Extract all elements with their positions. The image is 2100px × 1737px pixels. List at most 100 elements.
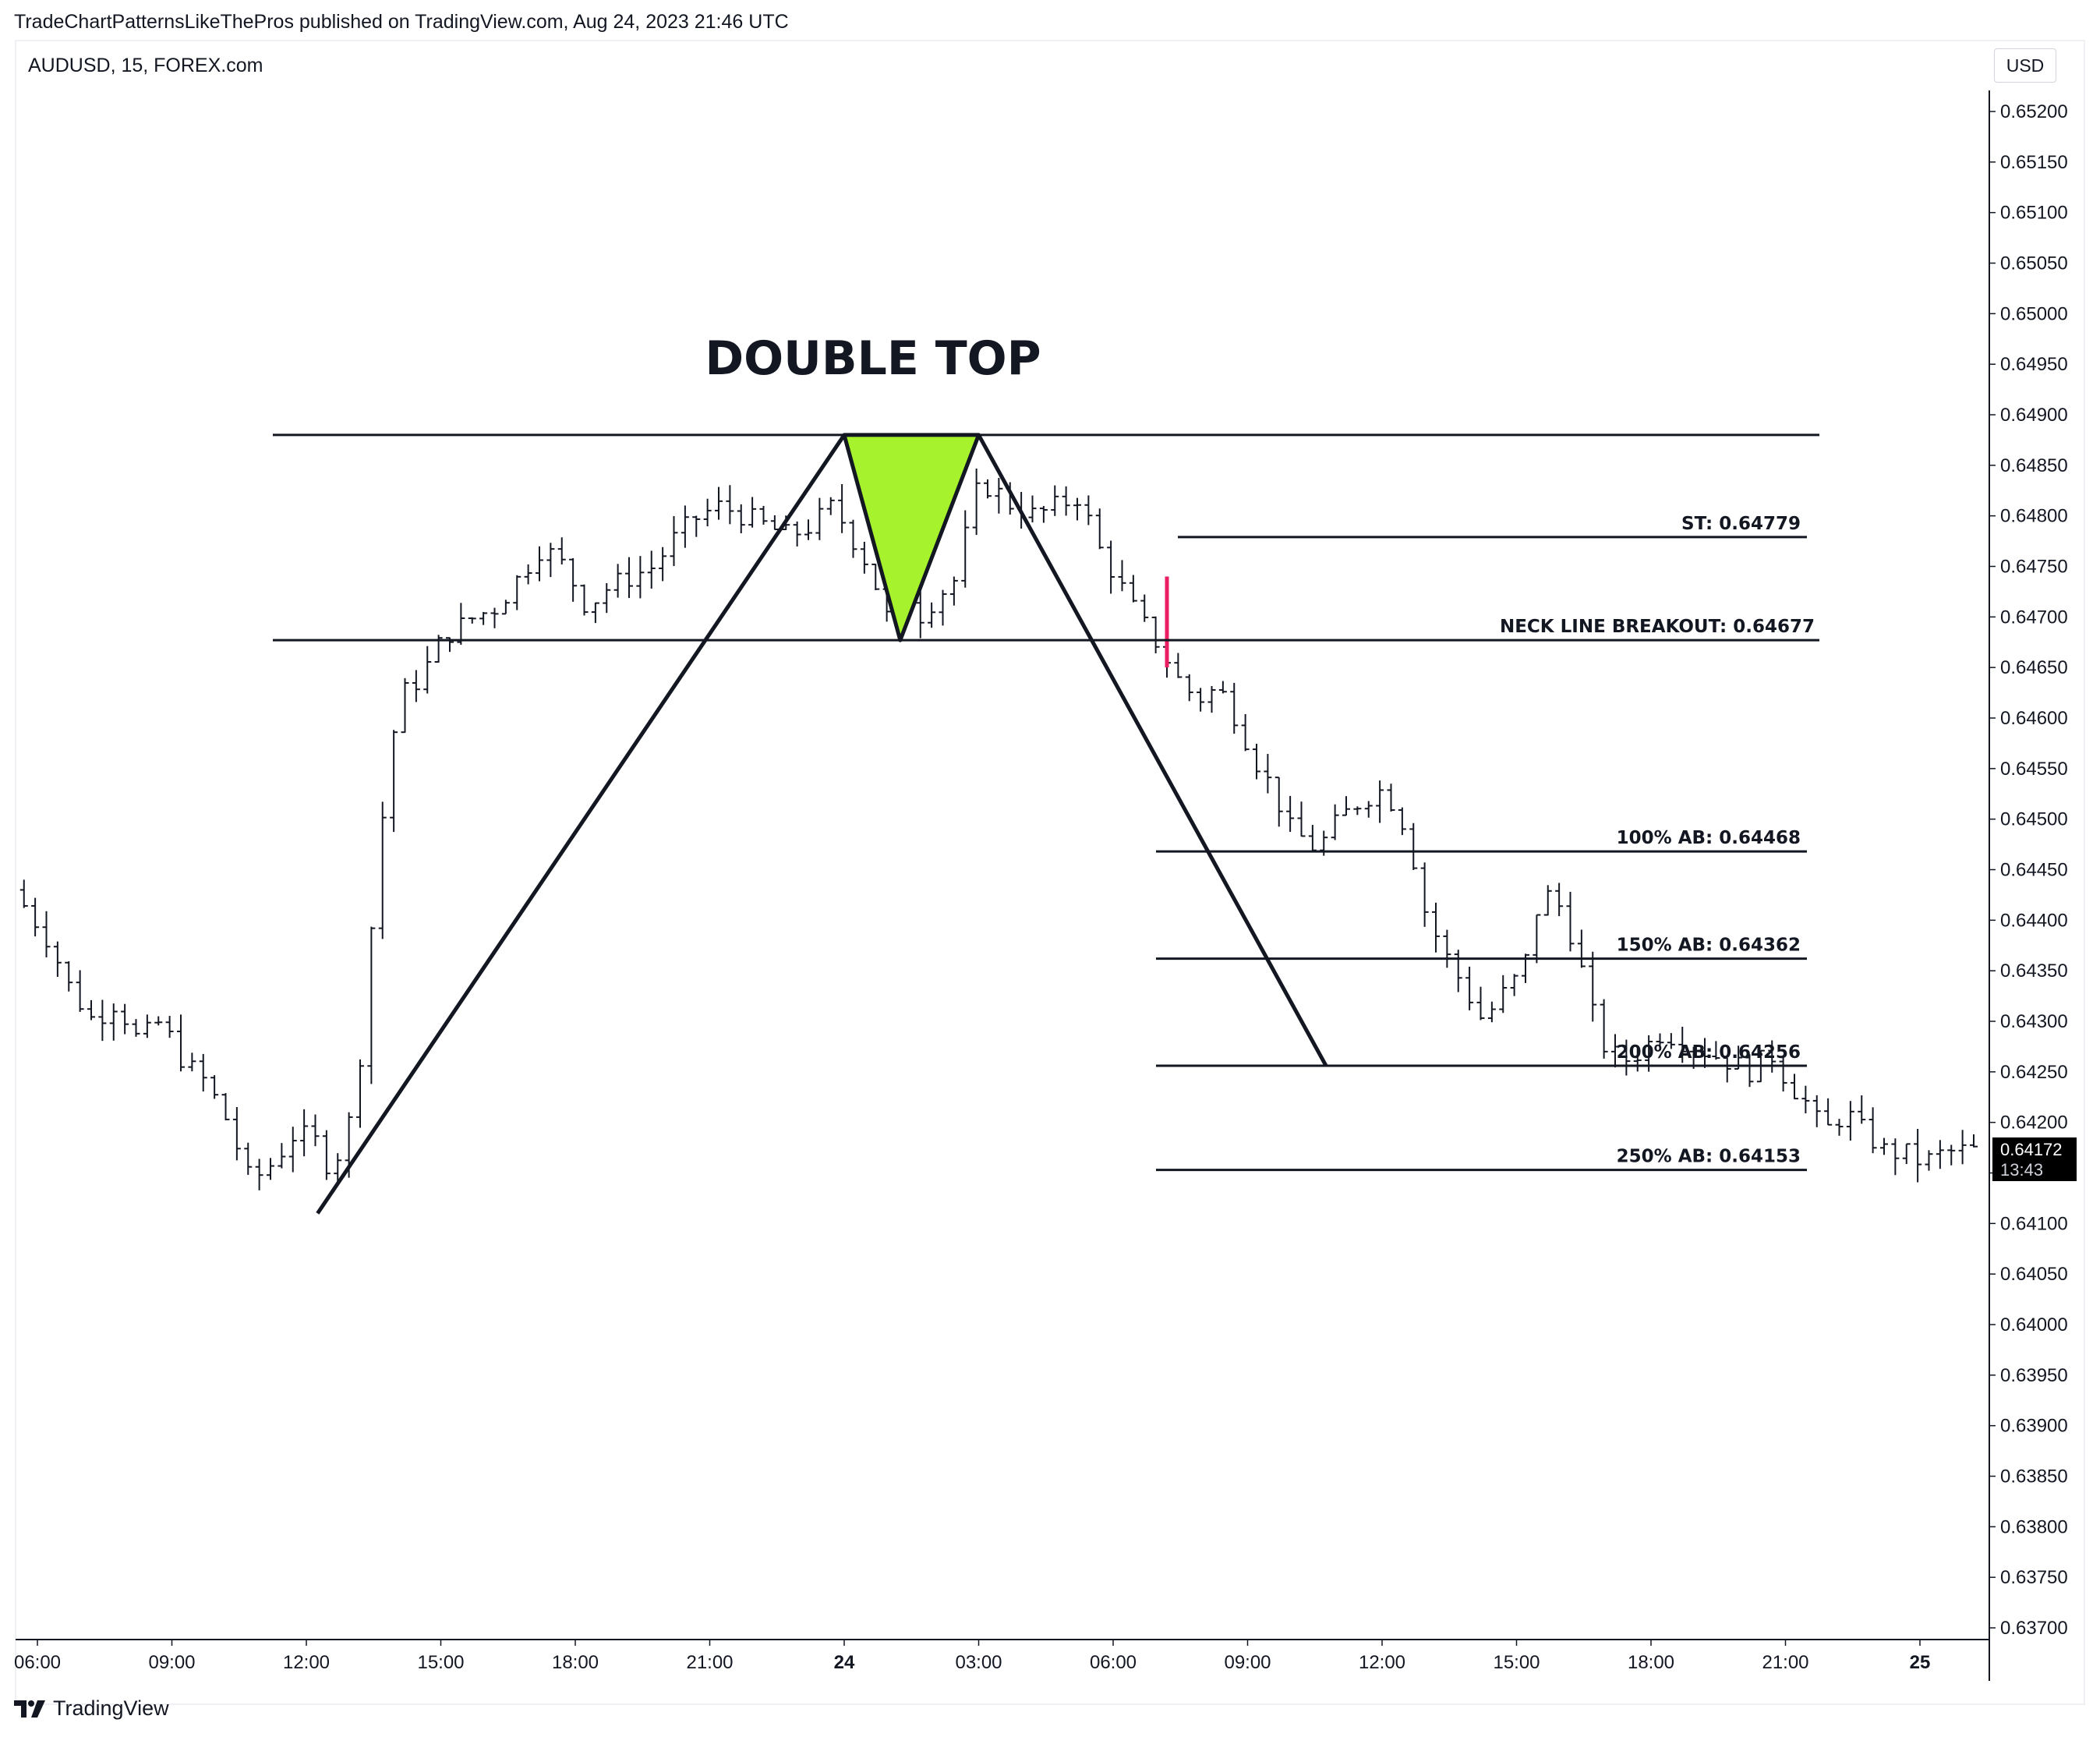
ohlc-bar [87, 999, 95, 1021]
price-axis[interactable]: 0.65200 0.65150 0.65100 0.65050 0.65000 0.649… [1989, 101, 2068, 1639]
projection-line [977, 433, 1328, 1067]
ohlc-bar [1230, 682, 1239, 734]
ohlc-bar [356, 1059, 364, 1128]
ohlc-bar [603, 582, 611, 614]
y-tick-label: 0.63950 [2000, 1365, 2068, 1386]
ohlc-bar [1958, 1130, 1967, 1165]
ohlc-bar [1791, 1074, 1798, 1100]
ohlc-bar [490, 607, 499, 628]
ohlc-bar [1331, 804, 1339, 840]
y-tick-label: 0.65200 [2000, 101, 2068, 122]
ohlc-bar [1095, 508, 1104, 550]
x-tick-label: 21:00 [686, 1652, 733, 1673]
currency-button[interactable]: USD [1994, 48, 2056, 83]
ohlc-bar [1420, 862, 1429, 927]
last-price-badge-bg [1992, 1137, 2077, 1181]
ohlc-bar [1487, 1001, 1496, 1023]
leg-ab-line [316, 433, 847, 1215]
ohlc-bar [1533, 914, 1541, 964]
ohlc-bar [1028, 495, 1037, 523]
ohlc-bar [1543, 885, 1552, 916]
ohlc-bar [1812, 1095, 1821, 1127]
ohlc-bar [726, 485, 734, 525]
ohlc-bar [557, 537, 566, 564]
ohlc-bar [311, 1114, 320, 1147]
ohlc-bar [19, 879, 28, 908]
pattern-drawings [273, 433, 1819, 1215]
ohlc-bar [1051, 485, 1059, 516]
y-tick-label: 0.64900 [2000, 405, 2068, 426]
ohlc-bar [961, 510, 970, 588]
ohlc-bar [546, 543, 555, 578]
ohlc-bar [278, 1143, 286, 1169]
last-price-badge: 0.64172 13:43 [1992, 1137, 2077, 1181]
x-tick-label: 18:00 [552, 1652, 599, 1673]
ohlc-bar [591, 602, 599, 624]
x-tick-label: 09:00 [148, 1652, 195, 1673]
ohlc-bar [1723, 1057, 1731, 1083]
tradingview-logo-icon [14, 1700, 45, 1718]
ohlc-bar [1633, 1045, 1642, 1072]
symbol-title[interactable]: AUDUSD, 15, FOREX.com [28, 55, 263, 76]
ohlc-bar [199, 1053, 207, 1091]
ohlc-bar [1476, 986, 1485, 1021]
ohlc-bar [177, 1014, 185, 1072]
ohlc-bar [1197, 688, 1205, 712]
y-tick-label: 0.64550 [2000, 759, 2068, 780]
time-axis[interactable]: 06:00 09:00 12:00 15:00 18:00 21:00 24 03:00 06:… [14, 1640, 1930, 1673]
ohlc-bar [53, 941, 62, 977]
tradingview-brand-label: TradingView [53, 1696, 169, 1720]
ohlc-bar [681, 505, 689, 548]
y-tick-label: 0.64050 [2000, 1264, 2068, 1285]
ohlc-bar [715, 486, 723, 520]
ohlc-bar [524, 564, 532, 585]
tradingview-brand[interactable]: TradingView [14, 1696, 169, 1721]
ohlc-bar [670, 515, 678, 567]
ohlc-bar [1925, 1150, 1933, 1171]
ohlc-bar [501, 600, 510, 615]
ohlc-bar [647, 550, 656, 589]
ohlc-bar [1891, 1138, 1900, 1176]
ohlc-bar [1678, 1027, 1687, 1063]
ohlc-bar [1936, 1140, 1944, 1169]
ohlc-bar [536, 546, 543, 582]
ohlc-bar [703, 498, 712, 527]
ohlc-bar [939, 589, 947, 626]
y-tick-label: 0.65050 [2000, 253, 2068, 274]
y-tick-label: 0.65100 [2000, 203, 2068, 224]
ohlc-bar [1801, 1085, 1810, 1114]
ohlc-bar [1174, 653, 1183, 678]
ohlc-bar [1218, 681, 1227, 694]
level-label: ST: 0.64779 [1681, 514, 1801, 534]
y-tick-label: 0.64400 [2000, 910, 2068, 931]
x-tick-label: 15:00 [417, 1652, 464, 1673]
ohlc-bar [322, 1130, 331, 1180]
y-tick-label: 0.63800 [2000, 1516, 2068, 1537]
ohlc-bar [871, 563, 880, 591]
ohlc-bar [1577, 929, 1586, 968]
ohlc-bar [1566, 891, 1575, 952]
last-price-value: 0.64172 [2000, 1140, 2063, 1159]
level-label: 150% AB: 0.64362 [1617, 936, 1801, 956]
y-tick-label: 0.64100 [2000, 1213, 2068, 1234]
ohlc-bar [737, 504, 745, 534]
ohlc-bar [659, 547, 667, 582]
y-tick-label: 0.64000 [2000, 1314, 2068, 1335]
ohlc-bar [984, 479, 992, 499]
ohlc-bar [1364, 801, 1373, 818]
ohlc-bar [468, 617, 476, 624]
ohlc-bar [1118, 560, 1126, 592]
ohlc-bar [1151, 616, 1160, 653]
ohlc-bar [378, 801, 387, 939]
ohlc-bar [1353, 806, 1362, 815]
ohlc-bar [1140, 594, 1149, 622]
ohlc-bar [132, 1019, 140, 1037]
level-label: 200% AB: 0.64256 [1617, 1042, 1801, 1063]
x-tick-label: 09:00 [1224, 1652, 1271, 1673]
x-tick-label: 21:00 [1762, 1652, 1808, 1673]
ohlc-bar [1274, 777, 1283, 827]
ohlc-bar [1253, 743, 1260, 780]
level-label: 250% AB: 0.64153 [1617, 1147, 1801, 1167]
y-tick-label: 0.65150 [2000, 152, 2068, 173]
